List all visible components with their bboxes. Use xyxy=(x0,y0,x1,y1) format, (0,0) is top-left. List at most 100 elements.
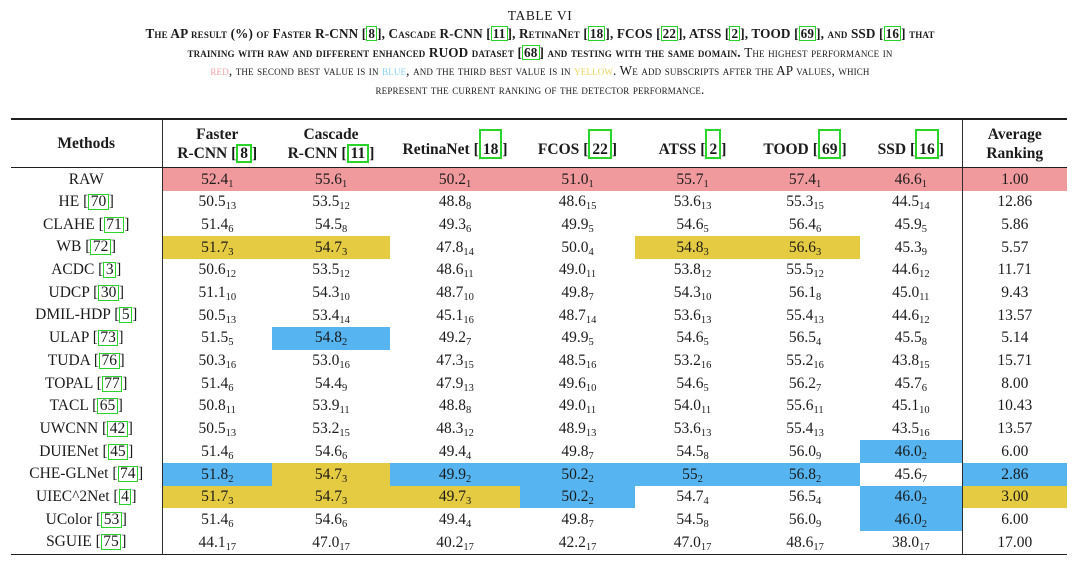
ap-value-cell: 54.74 xyxy=(676,488,709,508)
ap-value-cell: 54.73 xyxy=(272,462,390,486)
rank-subscript: 7 xyxy=(588,292,594,304)
rank-subscript: 17 xyxy=(813,541,824,553)
caption-segment: training with raw and different enhanced… xyxy=(187,44,518,60)
ap-value-cell: 48.615 xyxy=(558,193,597,213)
rank-subscript: 4 xyxy=(465,450,472,462)
caption-segment: [8] xyxy=(361,26,382,41)
ap-value-cell: 53.512 xyxy=(312,261,350,281)
ap-value-cell: 51.73 xyxy=(162,485,272,509)
ap-value-cell: 56.63 xyxy=(750,236,860,259)
caption-segment: The AP result (%) of Faster R-CNN xyxy=(145,26,362,41)
rank-subscript: 9 xyxy=(921,246,927,258)
ap-value-cell: 51.46 xyxy=(201,442,234,462)
citation-box: 11 xyxy=(490,26,508,41)
citation-box: 53 xyxy=(101,511,122,528)
rank-subscript: 13 xyxy=(700,201,712,213)
rank-subscript: 1 xyxy=(228,178,234,190)
rank-subscript: 10 xyxy=(463,292,474,304)
citation-box: 65 xyxy=(97,398,118,415)
ap-value-cell: 45.110 xyxy=(860,394,963,418)
ap-value-cell: 51.55 xyxy=(201,329,234,349)
rank-subscript: 10 xyxy=(339,292,350,304)
ap-value-cell: 53.911 xyxy=(312,397,350,417)
method-cell: CLAHE [71] xyxy=(11,213,163,237)
column-header: Cascade R-CNN [11] xyxy=(272,119,390,168)
table-row: WB [72] 51.73 54.73 47.814 50.04 54.83 56.63 45… xyxy=(11,236,1067,259)
method-cell: TUDA [76] xyxy=(11,349,163,373)
ap-value-cell: 51.01 xyxy=(520,167,635,191)
rank-subscript: 16 xyxy=(463,314,474,326)
ap-value-cell: 51.46 xyxy=(201,215,234,235)
rank-subscript: 6 xyxy=(228,450,234,462)
ap-value-cell: 44.612 xyxy=(860,258,963,282)
rank-subscript: 11 xyxy=(225,405,236,417)
legend-red-word: red xyxy=(210,63,229,79)
rank-subscript: 5 xyxy=(703,337,709,349)
rank-subscript: 1 xyxy=(703,178,709,190)
caption-segment: , and SSD xyxy=(820,26,880,41)
ap-value-cell: 53.512 xyxy=(312,193,350,213)
rank-subscript: 11 xyxy=(586,405,597,417)
ap-value-cell: 48.710 xyxy=(436,284,474,304)
ap-value-cell: 45.76 xyxy=(860,372,963,395)
caption-line: The AP result (%) of Faster R-CNN [8], C… xyxy=(0,25,1080,44)
citation-box: 75 xyxy=(100,534,122,551)
ap-value-cell: 48.88 xyxy=(438,193,472,213)
rank-subscript: 3 xyxy=(228,246,234,258)
ap-value-cell: 48.617 xyxy=(786,533,824,553)
rank-subscript: 2 xyxy=(697,473,703,485)
rank-subscript: 12 xyxy=(339,201,350,213)
ap-value-cell: 49.27 xyxy=(438,329,472,349)
table-row: TACL [65] 50.811 53.911 48.88 49.011 54.011 55… xyxy=(11,394,1067,418)
rank-subscript: 10 xyxy=(585,382,597,394)
ap-value-cell: 54.65 xyxy=(676,329,709,349)
rank-subscript: 7 xyxy=(921,473,927,485)
table-row: CHE-GLNet [74] 51.82 54.73 49.92 50.22 552 56.… xyxy=(11,462,1067,486)
rank-subscript: 9 xyxy=(815,450,822,462)
rank-subscript: 5 xyxy=(703,382,709,394)
caption-line: red, the second best value is in blue, a… xyxy=(0,62,1080,81)
citation-box: 71 xyxy=(103,216,125,233)
rank-subscript: 4 xyxy=(465,518,472,530)
ap-value-cell: 54.310 xyxy=(312,284,350,304)
ap-value-cell: 56.46 xyxy=(788,215,822,235)
ap-value-cell: 48.88 xyxy=(438,397,472,417)
ap-value-cell: 51.110 xyxy=(198,284,237,304)
rank-subscript: 12 xyxy=(700,269,712,281)
ap-value-cell: 49.87 xyxy=(561,442,594,462)
method-cell: DUIENet [45] xyxy=(11,440,163,463)
ap-value-cell: 53.016 xyxy=(312,352,350,372)
caption-segment: The highest performance in xyxy=(744,44,893,60)
average-ranking-cell: 17.00 xyxy=(997,533,1033,551)
rank-subscript: 10 xyxy=(919,405,930,417)
rank-subscript: 14 xyxy=(339,314,350,326)
rank-subscript: 6 xyxy=(228,518,234,530)
ap-value-cell: 49.87 xyxy=(561,284,594,304)
rank-subscript: 16 xyxy=(585,360,597,372)
table-number-label: TABLE VI xyxy=(507,8,573,23)
rank-subscript: 13 xyxy=(463,382,474,394)
method-cell: UDCP [30] xyxy=(11,281,163,305)
ap-value-cell: 53.216 xyxy=(673,352,712,372)
table-caption: TABLE VI The AP result (%) of Faster R-C… xyxy=(0,7,1080,99)
caption-segment: and testing with the same domain. xyxy=(544,44,745,60)
ap-value-cell: 53.812 xyxy=(673,261,712,281)
rank-subscript: 1 xyxy=(815,178,822,190)
header-row: Methods Faster R-CNN [8] Cascade R-CNN [11]… xyxy=(11,119,1067,168)
rank-subscript: 1 xyxy=(921,178,927,190)
rank-subscript: 7 xyxy=(588,518,594,530)
caption-segment: , and the third best value is in xyxy=(406,63,575,79)
ap-value-cell: 54.73 xyxy=(272,236,390,259)
citation-box: 45 xyxy=(107,443,129,460)
ap-value-cell: 55.71 xyxy=(635,167,750,191)
ap-value-cell: 49.44 xyxy=(438,510,472,530)
rank-subscript: 4 xyxy=(815,337,822,349)
table-row: TOPAL [77] 51.46 54.49 47.913 49.610 54.65 56.… xyxy=(11,372,1067,395)
ap-value-cell: 44.612 xyxy=(860,304,963,327)
column-header: SSD[16] xyxy=(860,119,963,168)
rank-subscript: 3 xyxy=(341,246,348,258)
table-row: RAW 52.41 55.61 50.21 51.01 55.71 57.41 46.61 1.… xyxy=(11,167,1067,191)
caption-segment: , Cascade R-CNN xyxy=(381,26,487,41)
rank-subscript: 4 xyxy=(703,496,709,508)
rank-subscript: 6 xyxy=(921,382,927,394)
